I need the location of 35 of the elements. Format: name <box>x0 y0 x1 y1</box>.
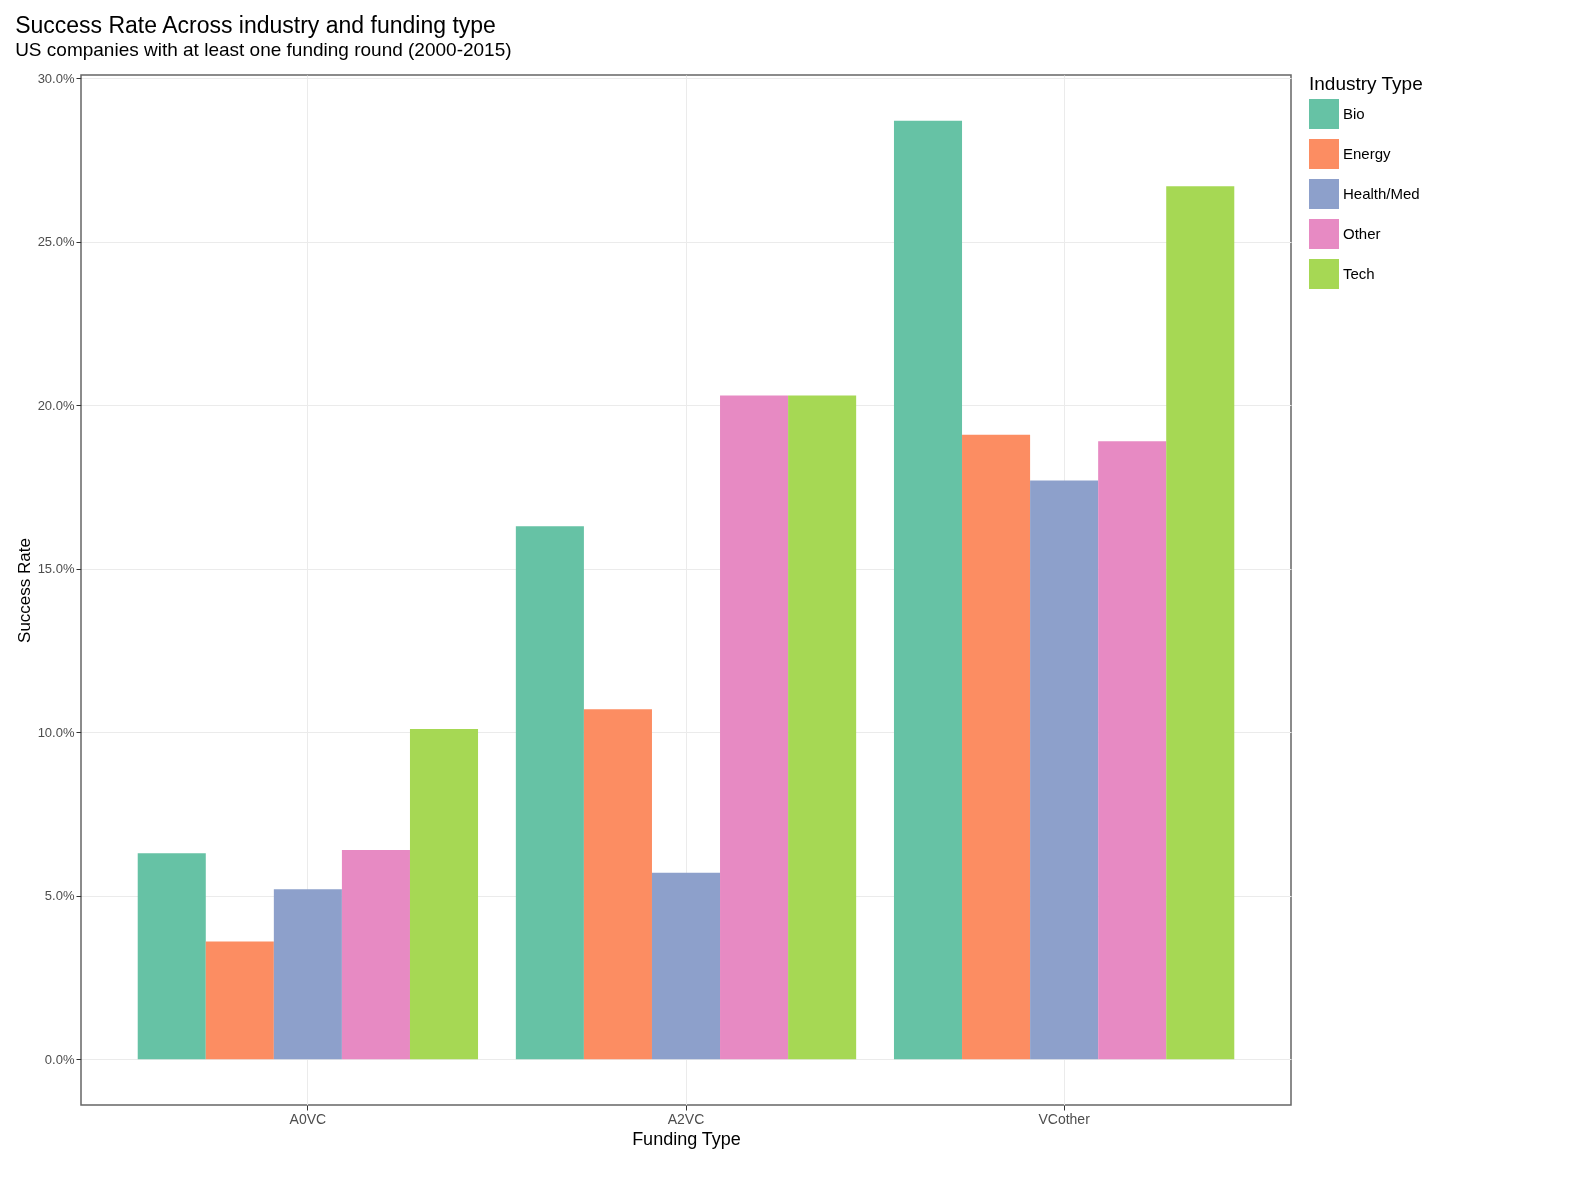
y-tick-label: 0.0% <box>44 1051 75 1067</box>
y-tick-label: 25.0% <box>37 234 75 250</box>
bar <box>788 395 857 1060</box>
bar <box>651 872 721 1060</box>
bar <box>893 120 963 1060</box>
y-axis-title: Success Rate <box>14 538 34 643</box>
bar <box>205 941 274 1060</box>
legend-label: Other <box>1343 225 1381 242</box>
y-tick-label: 30.0% <box>37 70 75 86</box>
legend-label: Bio <box>1343 105 1365 122</box>
bar <box>341 849 410 1060</box>
y-tick-label: 10.0% <box>37 724 75 740</box>
x-tick-label: A0VC <box>289 1110 327 1127</box>
x-tick-label: VCother <box>1038 1110 1091 1127</box>
legend-label: Energy <box>1343 145 1392 162</box>
bar <box>962 434 1031 1060</box>
legend-title: Industry Type <box>1309 73 1423 94</box>
legend-label: Tech <box>1343 265 1375 282</box>
bar <box>1166 186 1235 1060</box>
y-tick-label: 5.0% <box>44 888 75 904</box>
y-tick-label: 15.0% <box>37 561 75 577</box>
x-tick-label: A2VC <box>667 1110 705 1127</box>
bar <box>515 526 584 1060</box>
bar <box>273 889 342 1060</box>
bar <box>583 709 652 1060</box>
bar <box>1098 441 1167 1060</box>
chart-title: Success Rate Across industry and funding type <box>15 12 496 39</box>
bar <box>1030 480 1099 1060</box>
x-axis-title: Funding Type <box>632 1128 741 1149</box>
legend-label: Health/Med <box>1343 185 1420 202</box>
bar <box>137 853 206 1060</box>
bar <box>409 728 479 1060</box>
chart-subtitle: US companies with at least one funding round (2000-2015) <box>15 39 512 61</box>
bar <box>720 395 789 1060</box>
y-tick-label: 20.0% <box>37 397 75 413</box>
